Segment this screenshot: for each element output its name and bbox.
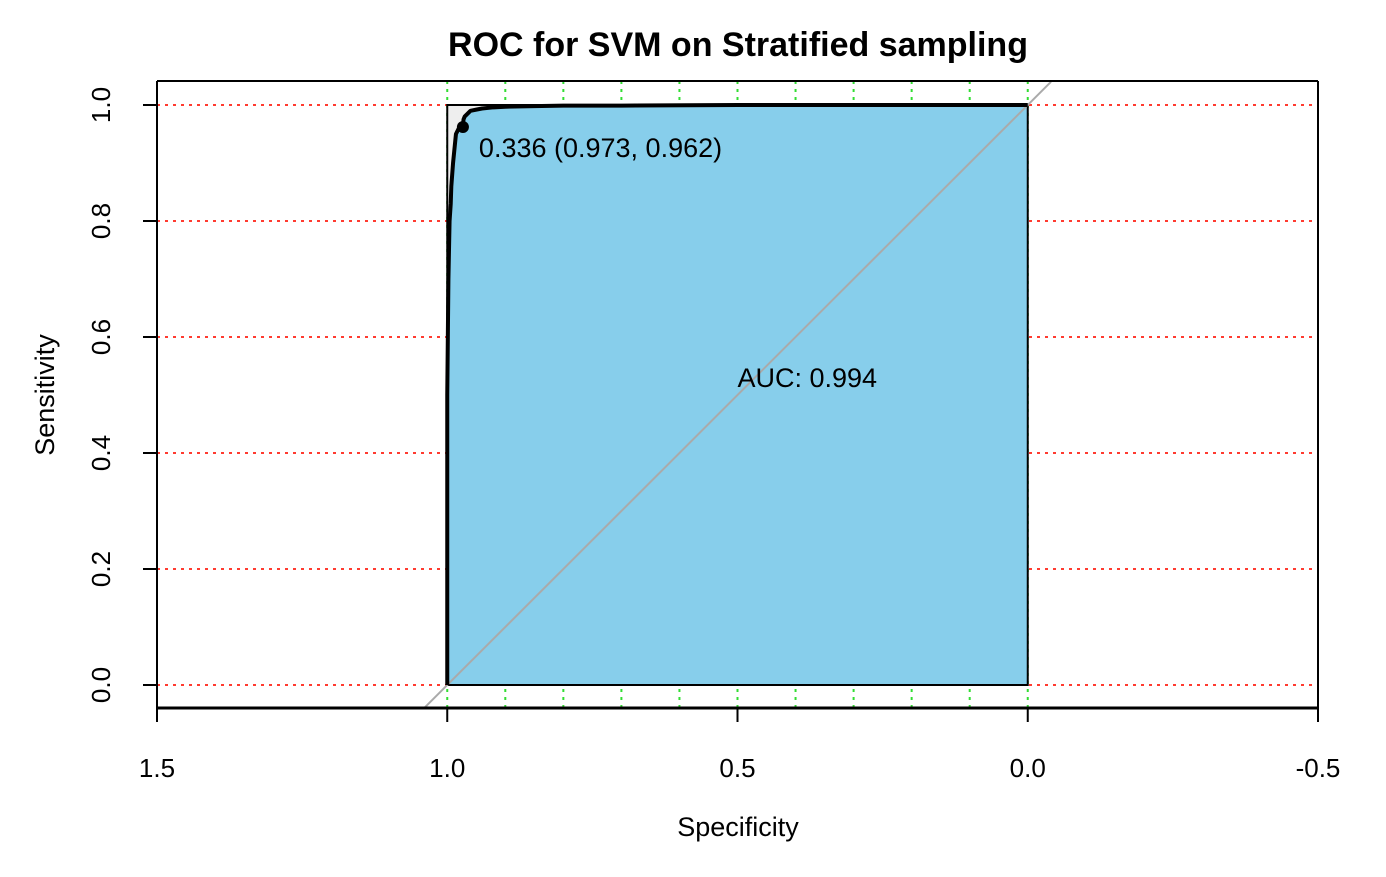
y-axis-title: Sensitivity — [30, 334, 60, 456]
x-tick-label: 1.5 — [139, 753, 175, 783]
y-tick-label: 0.6 — [86, 319, 116, 355]
x-tick-label: 0.5 — [719, 753, 755, 783]
x-tick-label: -0.5 — [1296, 753, 1341, 783]
chance-diagonal — [423, 81, 1052, 709]
y-tick-label: 0.2 — [86, 551, 116, 587]
auc-label: AUC: 0.994 — [738, 363, 878, 393]
chart-title: ROC for SVM on Stratified sampling — [448, 26, 1028, 64]
y-tick-label: 0.0 — [86, 667, 116, 703]
x-axis-title: Specificity — [677, 812, 799, 842]
y-tick-label: 0.4 — [86, 435, 116, 471]
threshold-point — [456, 121, 469, 134]
x-tick-label: 0.0 — [1010, 753, 1046, 783]
axes-layer: 1.5 1.0 0.5 0.0 -0.5 0.0 0.2 0.4 0.6 0.8 1.0 — [86, 80, 1341, 783]
y-tick-label: 0.8 — [86, 203, 116, 239]
x-tick-label: 1.0 — [429, 753, 465, 783]
annotation-layer: 0.336 (0.973, 0.962) AUC: 0.994 — [456, 121, 878, 393]
y-tick-label: 1.0 — [86, 87, 116, 123]
threshold-label: 0.336 (0.973, 0.962) — [479, 133, 722, 163]
